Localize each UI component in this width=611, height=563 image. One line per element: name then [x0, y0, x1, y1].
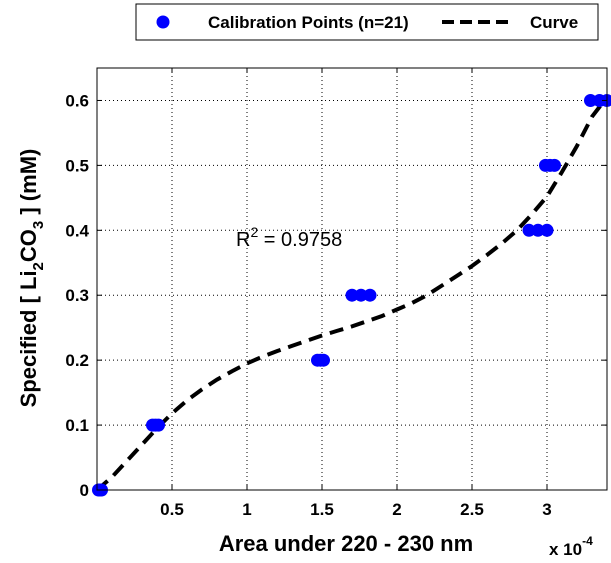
x-tick-label: 3 — [542, 500, 551, 519]
grid — [97, 68, 607, 490]
r-squared-value: = 0.9758 — [258, 229, 342, 251]
x-axis-multiplier: x 10-4 — [549, 534, 593, 559]
legend-curve-label: Curve — [530, 13, 578, 32]
y-tick-label: 0.3 — [65, 286, 89, 305]
plot-frame — [96, 67, 608, 491]
y-tick-label: 0.6 — [65, 91, 89, 110]
legend: Calibration Points (n=21) Curve — [135, 3, 599, 41]
calibration-point — [345, 288, 359, 302]
calibration-point — [152, 418, 165, 432]
x-tick-label: 1.5 — [310, 500, 334, 519]
plot-area — [97, 68, 607, 490]
legend-box — [135, 3, 599, 41]
legend-calibration-label: Calibration Points (n=21) — [208, 13, 409, 32]
axis-ticks: 0.5 1 1.5 2 2.5 3 0 0.1 0.2 0.3 0.4 0.5 0.6 — [65, 68, 607, 519]
y-axis-label: Specified [ Li2CO3 ] (mM) — [16, 149, 47, 408]
curve-series — [95, 95, 609, 492]
calibration-point — [531, 223, 545, 237]
y-label-mid: CO — [16, 229, 41, 262]
x-axis-label: Area under 220 - 230 nm — [219, 531, 473, 556]
x-tick-label: 1 — [242, 500, 251, 519]
x-tick-label: 2 — [392, 500, 401, 519]
calibration-point — [354, 288, 368, 302]
r-squared-exponent: 2 — [250, 224, 258, 240]
y-label-sub1: 2 — [30, 262, 47, 270]
r-squared-base: R — [236, 229, 250, 251]
y-label-suffix: ] (mM) — [16, 149, 41, 221]
x-tick-label: 0.5 — [160, 500, 184, 519]
calibration-point — [548, 158, 561, 172]
x-multiplier-base: x 10 — [549, 540, 582, 559]
calibration-point — [584, 94, 597, 107]
y-tick-label: 0 — [80, 481, 89, 500]
calibration-point — [522, 223, 536, 237]
y-tick-label: 0.1 — [65, 416, 89, 435]
calibration-point — [317, 353, 330, 367]
r-squared-annotation: R2 = 0.9758 — [236, 224, 342, 251]
x-tick-label: 2.5 — [460, 500, 484, 519]
y-label-sub2: 3 — [30, 221, 47, 229]
calibration-point — [540, 223, 554, 237]
y-tick-label: 0.2 — [65, 351, 89, 370]
y-tick-label: 0.5 — [65, 156, 89, 175]
curve-line — [95, 95, 609, 492]
y-tick-label: 0.4 — [65, 221, 89, 240]
calibration-point — [363, 288, 377, 302]
x-multiplier-exponent: -4 — [582, 534, 593, 548]
y-label-prefix: Specified [ Li — [16, 270, 41, 407]
legend-calibration-marker — [156, 15, 170, 29]
